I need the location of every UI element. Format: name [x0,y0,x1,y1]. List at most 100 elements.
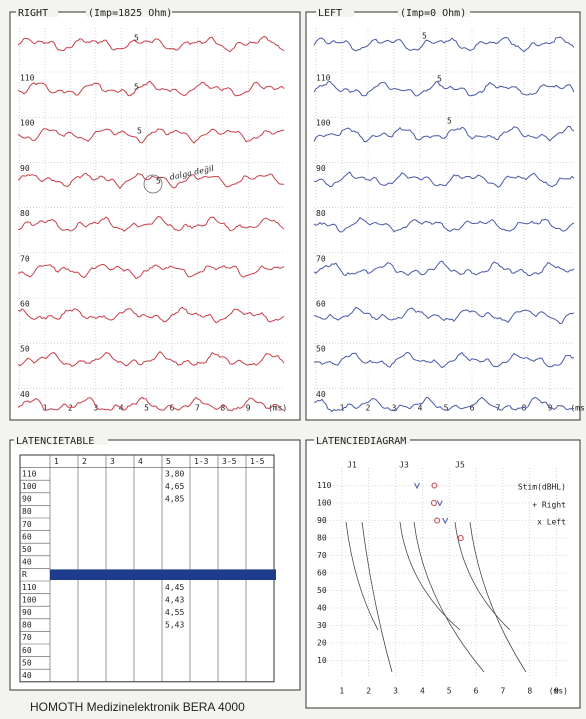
row-label: R [22,570,27,579]
footer: HOMOTH Medizinelektronik BERA 4000 [30,700,245,714]
latency-value: 5,43 [165,621,184,630]
row-label: 80 [22,621,32,630]
peak-label: 5 [447,117,452,126]
x-label: 4 [418,404,423,413]
y-label: 100 [20,119,35,128]
y-label: 60 [20,300,30,309]
x-tick-label: 5 [447,687,452,696]
y-tick-label: 110 [317,481,332,490]
row-label: 110 [22,469,37,478]
x-label: 5 [144,404,149,413]
latency-value: 4,65 [165,482,184,491]
row-label: 90 [22,495,32,504]
peak-label: 5 [422,32,427,41]
row-label: 60 [22,646,32,655]
latency-value: 4,43 [165,595,184,604]
curve-label: J3 [399,461,409,470]
x-tick-label: 8 [527,687,532,696]
diagram-title: LATENCIEDIAGRAM [316,436,406,447]
y-label: 50 [20,345,30,354]
row-label: 50 [22,545,32,554]
y-tick-label: 90 [317,516,327,525]
latency-value: 4,55 [165,608,184,617]
peak-label: 5 [156,177,161,186]
x-tick-label: 1 [339,687,344,696]
column-header: 1 [54,457,59,466]
y-label: 100 [316,119,331,128]
x-tick-label: 4 [420,687,425,696]
column-header: 3 [110,457,115,466]
table-panel [10,440,300,690]
y-label: 40 [20,390,30,399]
x-tick-label: 7 [500,687,505,696]
y-tick-label: 100 [317,499,332,508]
row-label: 60 [22,532,32,541]
row-label: 100 [22,595,37,604]
y-tick-label: 80 [317,534,327,543]
row-label: 110 [22,583,37,592]
y-label: 50 [316,345,326,354]
y-label: 80 [20,209,30,218]
x-tick-label: 2 [366,687,371,696]
row-highlight [50,569,276,580]
x-label: 8 [220,404,225,413]
x-label: (ms) [570,404,586,413]
row-label: 40 [22,558,32,567]
curve-label: J1 [347,461,357,470]
panel-title: RIGHT [18,8,48,19]
y-tick-label: 70 [317,551,327,560]
latency-value: 4,45 [165,583,184,592]
legend-title: Stim(dBHL) [518,483,566,492]
y-tick-label: 10 [317,656,327,665]
column-header: 1-5 [250,457,265,466]
row-label: 90 [22,608,32,617]
peak-label: 5 [137,127,142,136]
y-tick-label: 20 [317,639,327,648]
row-label: 70 [22,520,32,529]
y-tick-label: 50 [317,586,327,595]
x-label: 2 [68,404,73,413]
x-tick-label: 6 [474,687,479,696]
row-label: 100 [22,482,37,491]
x-label: 9 [246,404,251,413]
latency-value: 4,85 [165,495,184,504]
y-label: 70 [20,254,30,263]
x-label: 5 [444,404,449,413]
column-header: 2 [82,457,87,466]
row-label: 80 [22,507,32,516]
impedance: (Imp=1825 Ohm) [88,8,172,19]
diagram-panel [306,440,580,708]
table-title: LATENCIETABLE [16,436,94,447]
y-label: 110 [20,74,35,83]
x-label: 2 [366,404,371,413]
y-tick-label: 60 [317,569,327,578]
peak-label: 5 [134,34,139,43]
impedance: (Imp=0 Ohm) [400,8,466,19]
y-label: 70 [316,254,326,263]
peak-label: 5 [134,83,139,92]
column-header: 1-3 [194,457,209,466]
y-label: 90 [316,164,326,173]
x-unit: (ms) [549,687,568,696]
column-header: 5 [166,457,171,466]
y-tick-label: 30 [317,621,327,630]
printout: RIGHT (Imp=1825 Ohm) LEFT (Imp=0 Ohm) LA… [0,0,586,719]
curve-label: J5 [455,461,465,470]
column-header: 4 [138,457,143,466]
x-label: 7 [195,404,200,413]
x-tick-label: 3 [393,687,398,696]
peak-label: 5 [437,75,442,84]
row-label: 70 [22,633,32,642]
y-label: 110 [316,74,331,83]
column-header: 3-5 [222,457,237,466]
y-label: 60 [316,300,326,309]
latency-value: 3,80 [165,469,184,478]
y-tick-label: 40 [317,604,327,613]
y-label: 80 [316,209,326,218]
y-label: 40 [316,390,326,399]
row-label: 40 [22,671,32,680]
y-label: 90 [20,164,30,173]
panel-title: LEFT [318,8,342,19]
row-label: 50 [22,658,32,667]
legend-entry: x Left [537,518,566,527]
